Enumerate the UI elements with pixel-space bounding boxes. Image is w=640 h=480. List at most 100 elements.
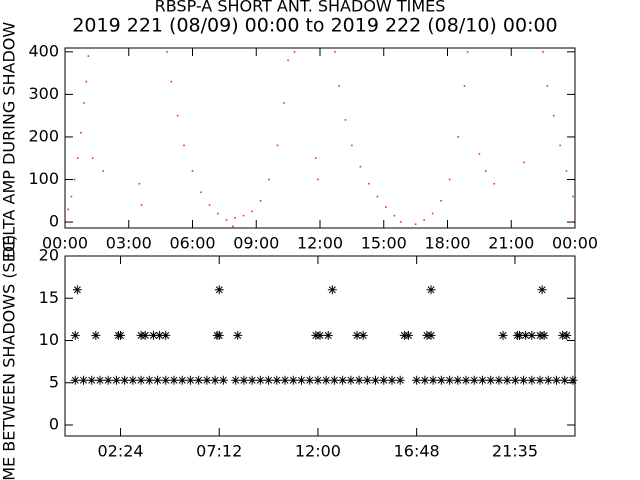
data-point <box>542 51 544 53</box>
data-point <box>80 131 82 134</box>
data-point <box>478 153 481 155</box>
data-point <box>276 144 279 147</box>
data-point <box>67 208 69 211</box>
data-point <box>494 375 504 385</box>
data-point <box>91 330 101 340</box>
data-point <box>210 375 220 385</box>
data-point <box>457 136 459 138</box>
data-point <box>140 204 143 206</box>
data-point <box>185 375 195 385</box>
data-point <box>170 80 173 83</box>
data-point <box>70 195 73 198</box>
data-point <box>568 375 578 385</box>
data-point <box>128 375 138 385</box>
y-tick-label: 10 <box>39 330 59 349</box>
data-point <box>95 375 105 385</box>
data-point <box>493 182 496 185</box>
data-point <box>255 375 265 385</box>
x-tick-label: 15:00 <box>361 234 407 253</box>
data-point <box>280 375 290 385</box>
data-point <box>358 330 368 340</box>
x-tick-label: 21:00 <box>488 234 534 253</box>
data-point <box>445 375 455 385</box>
data-point <box>287 59 289 62</box>
data-point <box>234 216 236 219</box>
data-point <box>379 375 389 385</box>
data-point <box>202 375 212 385</box>
plot-frame <box>64 255 576 437</box>
y-tick-label: 0 <box>49 415 59 434</box>
data-point <box>76 157 79 160</box>
data-point <box>399 221 402 223</box>
data-point <box>161 330 171 340</box>
data-point <box>136 375 146 385</box>
data-point <box>264 375 274 385</box>
data-point <box>259 199 262 202</box>
data-point <box>314 157 317 160</box>
data-point <box>116 330 126 340</box>
y-tick-label: 5 <box>49 372 59 391</box>
data-point <box>393 214 396 217</box>
data-point <box>200 191 202 194</box>
data-point <box>461 375 471 385</box>
data-point <box>466 51 469 53</box>
data-point <box>191 170 194 172</box>
data-point <box>334 51 336 53</box>
x-tick-label: 07:12 <box>196 442 242 461</box>
x-tick-label: 06:00 <box>169 234 215 253</box>
data-point <box>155 330 165 340</box>
y-tick-label: 20 <box>39 246 59 265</box>
data-point <box>268 178 270 181</box>
data-point <box>344 119 347 121</box>
data-point <box>527 375 537 385</box>
x-tick-label: 00:00 <box>552 234 598 253</box>
x-tick-label: 12:00 <box>295 442 341 461</box>
data-point <box>242 214 245 217</box>
data-point <box>321 375 331 385</box>
data-point <box>412 375 422 385</box>
data-point <box>565 170 568 172</box>
y-axis-label: DELTA AMP DURING SHADOW <box>0 22 19 259</box>
data-point <box>73 178 76 181</box>
data-point <box>431 212 434 215</box>
data-point <box>70 330 80 340</box>
y-tick-label: 300 <box>28 84 59 103</box>
data-point <box>521 330 531 340</box>
data-point <box>428 375 438 385</box>
data-point <box>352 330 362 340</box>
x-tick-label: 12:00 <box>297 234 343 253</box>
y-tick-label: 200 <box>28 126 59 145</box>
data-point <box>572 195 574 198</box>
x-tick-label: 18:00 <box>424 234 470 253</box>
data-point <box>218 375 228 385</box>
data-point <box>477 375 487 385</box>
data-point <box>448 178 451 181</box>
data-point <box>436 375 446 385</box>
data-point <box>305 375 315 385</box>
data-point <box>351 144 353 147</box>
data-point <box>385 206 387 208</box>
data-point <box>177 375 187 385</box>
x-tick-label: 03:00 <box>106 234 152 253</box>
data-point <box>140 330 150 340</box>
data-point <box>403 330 413 340</box>
data-point <box>359 165 362 168</box>
data-point <box>239 375 249 385</box>
x-tick-label: 00:00 <box>42 234 88 253</box>
data-point <box>315 330 325 340</box>
data-point <box>120 375 130 385</box>
data-point <box>560 375 570 385</box>
data-point <box>225 219 228 221</box>
data-point <box>103 375 113 385</box>
data-point <box>153 375 163 385</box>
data-point <box>283 102 285 104</box>
data-point <box>354 375 364 385</box>
data-point <box>144 375 154 385</box>
y-axis-label: TIME BETWEEN SHADOWS (SEC) <box>0 235 19 480</box>
y-tick-label: 100 <box>28 169 59 188</box>
y-tick-label: 0 <box>49 212 59 231</box>
data-point <box>208 204 211 206</box>
data-point <box>453 375 463 385</box>
x-tick-label: 09:00 <box>233 234 279 253</box>
